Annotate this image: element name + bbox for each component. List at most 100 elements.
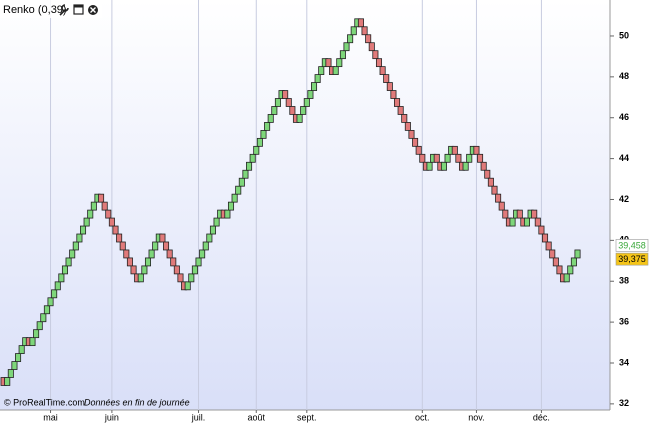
up-brick xyxy=(76,233,83,243)
down-brick xyxy=(130,265,137,275)
up-brick xyxy=(33,329,40,339)
up-brick xyxy=(144,257,152,267)
down-brick xyxy=(159,233,166,243)
down-brick xyxy=(112,225,119,235)
up-brick xyxy=(213,217,220,227)
down-brick xyxy=(126,257,133,267)
up-brick xyxy=(191,265,198,275)
up-brick xyxy=(296,114,303,123)
up-brick xyxy=(307,90,314,99)
down-brick xyxy=(455,153,462,163)
up-brick xyxy=(15,353,22,362)
up-brick xyxy=(563,273,570,283)
settings-icon[interactable] xyxy=(59,4,69,16)
down-brick xyxy=(404,122,411,131)
down-brick xyxy=(357,18,364,28)
indicator-title: Renko (0,39) xyxy=(3,4,67,16)
up-brick xyxy=(195,257,202,267)
y-tick-label: 46 xyxy=(619,112,629,122)
up-brick xyxy=(18,345,25,354)
price-label-box xyxy=(615,252,649,266)
up-brick xyxy=(314,74,321,83)
up-brick xyxy=(574,249,581,259)
down-brick xyxy=(173,265,180,275)
down-brick xyxy=(386,82,393,91)
down-brick xyxy=(119,241,126,251)
down-brick xyxy=(325,58,332,68)
up-brick xyxy=(69,249,76,259)
up-brick xyxy=(51,289,58,299)
up-brick xyxy=(249,153,256,163)
down-brick xyxy=(408,129,415,139)
up-brick xyxy=(83,217,90,227)
up-brick xyxy=(184,281,191,291)
down-brick xyxy=(177,273,184,283)
up-brick xyxy=(256,137,263,147)
x-tick-label: juil. xyxy=(191,412,206,422)
down-brick xyxy=(390,90,397,99)
down-brick xyxy=(101,201,108,211)
down-brick xyxy=(401,114,408,123)
down-brick xyxy=(477,153,484,163)
up-brick xyxy=(466,153,473,163)
down-brick xyxy=(289,106,296,115)
down-brick xyxy=(379,66,386,76)
up-brick xyxy=(274,98,281,107)
up-brick xyxy=(36,321,43,331)
up-brick xyxy=(148,249,155,259)
up-brick xyxy=(137,273,144,283)
y-tick-label: 44 xyxy=(619,153,629,163)
up-brick xyxy=(318,66,325,76)
down-brick xyxy=(419,153,426,163)
up-brick xyxy=(264,122,271,131)
down-brick xyxy=(365,34,372,44)
up-brick xyxy=(61,265,68,275)
up-brick xyxy=(65,257,72,267)
up-brick xyxy=(426,161,433,171)
up-brick xyxy=(72,241,79,251)
up-brick xyxy=(242,169,249,179)
up-brick xyxy=(231,193,238,203)
close-icon[interactable] xyxy=(88,5,98,15)
y-tick-label: 34 xyxy=(619,357,629,367)
up-brick xyxy=(311,82,318,91)
up-brick xyxy=(271,106,278,115)
y-tick-label: 36 xyxy=(619,316,629,326)
down-brick xyxy=(412,137,419,147)
down-brick xyxy=(545,241,552,251)
up-brick xyxy=(332,66,339,76)
down-brick xyxy=(116,233,123,243)
down-brick xyxy=(166,249,173,259)
x-tick-label: nov. xyxy=(468,412,484,422)
y-tick-label: 38 xyxy=(619,276,629,286)
down-brick xyxy=(98,193,105,203)
up-brick xyxy=(347,34,354,44)
down-brick xyxy=(549,249,556,259)
down-brick xyxy=(368,42,375,52)
up-brick xyxy=(90,201,97,211)
up-brick xyxy=(253,145,260,155)
up-brick xyxy=(43,305,50,315)
price-label-box xyxy=(615,239,649,252)
down-brick xyxy=(372,50,379,60)
down-brick xyxy=(531,209,538,219)
up-brick xyxy=(224,209,231,219)
up-brick xyxy=(246,161,253,171)
window-icon[interactable] xyxy=(73,4,84,15)
y-tick-label: 50 xyxy=(619,30,629,40)
up-brick xyxy=(141,265,148,275)
up-brick xyxy=(188,273,195,283)
down-brick xyxy=(282,90,289,99)
down-brick xyxy=(285,98,292,107)
down-brick xyxy=(491,185,498,195)
up-brick xyxy=(58,273,65,283)
down-brick xyxy=(394,98,401,107)
up-brick xyxy=(343,42,350,52)
up-brick xyxy=(80,225,87,235)
up-brick xyxy=(462,161,469,171)
marks xyxy=(0,0,581,410)
up-brick xyxy=(209,225,216,235)
down-brick xyxy=(516,209,523,219)
up-brick xyxy=(238,177,245,187)
down-brick xyxy=(433,153,440,163)
